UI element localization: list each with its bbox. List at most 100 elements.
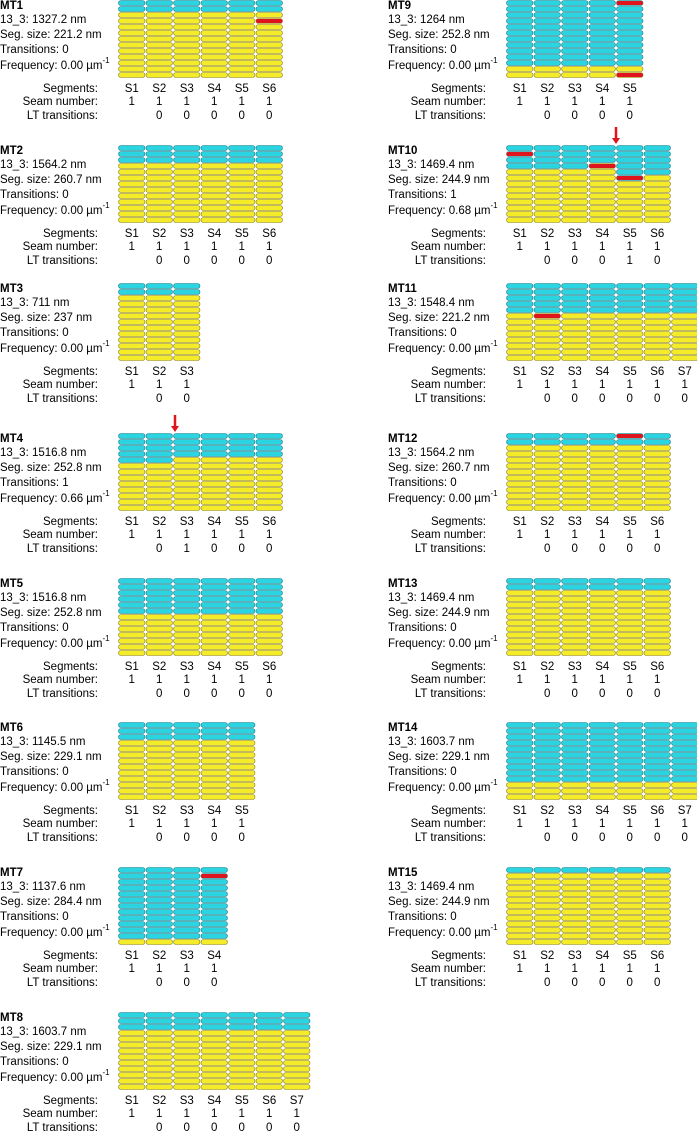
lt-transition: 0 [654,977,660,989]
segment-label: S7 [290,1095,304,1107]
seam-number: 1 [156,818,162,830]
protofilament [616,933,644,939]
protofilament [588,644,616,650]
frequency-text: Frequency: 0.00 µm [0,205,103,217]
protofilament [283,1042,311,1048]
protofilament [616,481,644,487]
protofilament [173,939,201,945]
seam-number: 1 [184,379,190,391]
protofilament [533,475,561,481]
protofilament [588,469,616,475]
lt-transition: 0 [184,832,190,844]
protofilament [118,295,146,301]
protofilament [173,1084,201,1090]
seam-number: 1 [239,674,245,686]
protofilament [228,217,256,223]
segment-label: S2 [540,661,554,673]
protofilament [506,493,534,499]
protofilament [118,36,146,42]
protofilament [118,307,146,313]
protofilament [561,355,589,361]
protofilament [643,433,671,439]
protofilament [506,433,534,439]
protofilament [145,481,173,487]
protofilament [506,301,534,307]
protofilament [588,343,616,349]
protofilament [145,1042,173,1048]
protofilament [643,319,671,325]
protofilament [616,475,644,481]
protofilament [255,602,283,608]
protofilament [671,319,697,325]
protofilament [561,433,589,439]
protofilament [533,307,561,313]
protofilament [255,30,283,36]
protofilament [506,794,534,800]
protofilament [671,764,697,770]
protofilament [145,746,173,752]
protofilament [255,175,283,181]
protofilament [118,927,146,933]
protofilament [616,30,644,36]
protofilament [506,295,534,301]
protofilament [173,355,201,361]
protofilament [616,289,644,295]
protofilament [533,205,561,211]
protofilament [145,48,173,54]
protofilament [533,199,561,205]
protofilament [643,626,671,632]
red-marker [616,73,643,77]
protofilament [533,217,561,223]
protofilament [588,301,616,307]
seg-size: Seg. size: 260.7 nm [0,174,102,186]
protofilament [561,331,589,337]
protofilament [506,211,534,217]
panel-title: MT15 [388,867,418,879]
protofilament [588,445,616,451]
protofilament [228,163,256,169]
protofilament [616,608,644,614]
segment-label: S5 [235,805,249,817]
protofilament [173,909,201,915]
protofilament [506,169,534,175]
transitions: Transitions: 0 [0,911,69,923]
protofilament [118,18,146,24]
protofilament [533,6,561,12]
row-label: LT transitions: [27,393,98,405]
segment-label: S1 [513,661,527,673]
protofilament [255,1036,283,1042]
seam-number: 1 [544,674,550,686]
protofilament [118,644,146,650]
protofilament [588,211,616,217]
protofilament [118,0,146,6]
protofilament [173,758,201,764]
protofilament [173,325,201,331]
protofilament [588,187,616,193]
lt-transition: 0 [572,832,578,844]
protofilament [228,788,256,794]
transitions: Transitions: 0 [0,622,69,634]
seam-number: 1 [184,818,190,830]
protofilament [200,794,228,800]
protofilament [533,776,561,782]
protofilament [200,12,228,18]
lt-transition: 1 [627,255,633,267]
protofilament [173,337,201,343]
protofilament [118,903,146,909]
protofilament [616,867,644,873]
protofilament [671,746,697,752]
protofilament [616,644,644,650]
protofilament [228,632,256,638]
protofilament [533,650,561,656]
protofilament [561,909,589,915]
transitions: Transitions: 0 [388,622,457,634]
protofilament [145,6,173,12]
protofilament [200,608,228,614]
protofilament [643,614,671,620]
lt-transition: 0 [599,393,605,405]
protofilament [643,193,671,199]
protofilament [533,163,561,169]
protofilament [200,42,228,48]
protofilament [173,897,201,903]
protofilament [616,891,644,897]
